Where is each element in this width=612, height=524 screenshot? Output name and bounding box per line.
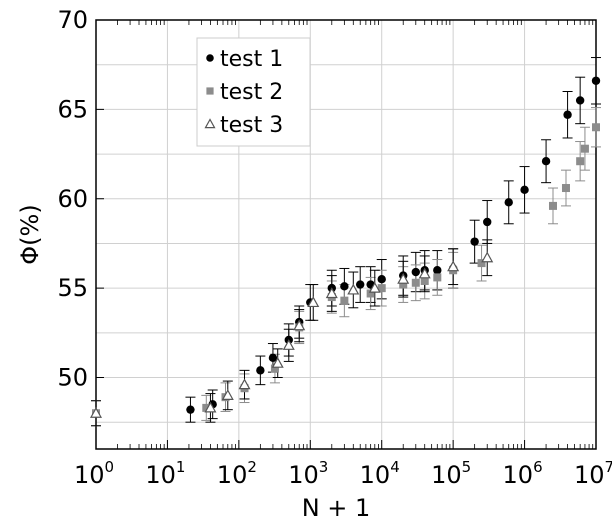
data-point-triangle <box>418 267 431 279</box>
data-point-square <box>420 276 429 285</box>
data-point-triangle <box>447 260 460 272</box>
data-point-square <box>477 259 486 268</box>
x-tick-label: 103 <box>288 458 328 489</box>
y-tick-label: 50 <box>57 364 88 392</box>
legend-item: test 2 <box>206 80 283 105</box>
y-tick-label: 70 <box>57 6 88 34</box>
data-point-circle <box>470 237 479 246</box>
data-markers <box>89 76 601 418</box>
data-point-circle <box>433 266 442 275</box>
data-point-square <box>399 280 408 289</box>
data-point-square <box>270 364 279 373</box>
legend-marker-triangle <box>204 118 216 129</box>
y-tick-label: 55 <box>57 274 88 302</box>
legend-item: test 3 <box>204 113 283 138</box>
data-point-circle <box>411 267 420 277</box>
data-point-triangle <box>293 319 306 331</box>
data-point-square <box>377 284 386 293</box>
data-point-circle <box>483 217 492 227</box>
data-point-square <box>340 296 349 305</box>
data-point-triangle <box>204 401 217 413</box>
data-point-square <box>366 289 375 298</box>
legend-label: test 2 <box>220 80 283 105</box>
data-point-triangle <box>307 296 320 308</box>
data-point-triangle <box>397 272 410 284</box>
x-tick-label: 106 <box>503 458 543 489</box>
x-axis-label: N + 1 <box>302 494 371 522</box>
legend-label: test 1 <box>220 47 283 72</box>
x-tick-label: 100 <box>74 458 114 489</box>
legend-item: test 1 <box>206 47 283 72</box>
legend-box <box>196 37 311 147</box>
data-point-circle <box>268 353 278 363</box>
data-point-triangle <box>238 378 251 390</box>
data-point-circle <box>340 282 349 291</box>
data-point-square <box>580 144 589 153</box>
data-point-triangle <box>282 339 295 350</box>
data-point-square <box>433 273 442 282</box>
data-point-square <box>592 123 600 132</box>
data-point-square <box>548 201 557 210</box>
data-point-triangle <box>271 356 284 368</box>
data-point-triangle <box>347 283 360 295</box>
x-tick-label: 102 <box>217 458 257 489</box>
data-point-circle <box>520 185 529 195</box>
data-point-triangle <box>481 251 494 263</box>
legend: test 1 test 2 test 3 <box>196 37 311 147</box>
plot-area-frame <box>95 19 597 450</box>
data-point-square <box>202 403 211 412</box>
y-axis-label: Φ(%) <box>16 204 44 264</box>
x-tick-label: 101 <box>145 458 185 489</box>
data-point-circle <box>575 96 585 105</box>
data-point-circle <box>377 274 386 284</box>
data-point-triangle <box>325 287 338 299</box>
data-point-circle <box>504 198 513 207</box>
data-point-square <box>411 278 420 287</box>
data-point-triangle <box>368 281 381 293</box>
legend-marker-circle <box>206 54 214 62</box>
x-tick-label: 104 <box>360 458 400 489</box>
x-tick-label: 105 <box>431 458 471 489</box>
grid <box>95 19 597 449</box>
data-point-square <box>576 157 585 166</box>
data-point-square <box>561 184 570 193</box>
data-point-triangle <box>89 407 103 418</box>
x-tick-label: 107 <box>574 458 612 489</box>
data-point-circle <box>186 405 195 414</box>
data-point-circle <box>591 76 601 85</box>
y-tick-label: 60 <box>57 185 88 213</box>
y-tick-label: 65 <box>57 95 88 123</box>
x-tick-labels: 100 101 102 103 104 105 106 107 <box>74 458 612 489</box>
legend-label: test 3 <box>220 113 283 138</box>
data-point-circle <box>256 366 265 375</box>
y-tick-labels: 50 55 60 65 70 <box>57 6 88 392</box>
legend-marker-square <box>206 87 214 95</box>
data-point-circle <box>541 157 551 166</box>
minor-ticks <box>95 19 597 449</box>
data-point-triangle <box>221 389 234 400</box>
data-point-circle <box>356 280 365 289</box>
data-point-circle <box>563 110 572 119</box>
